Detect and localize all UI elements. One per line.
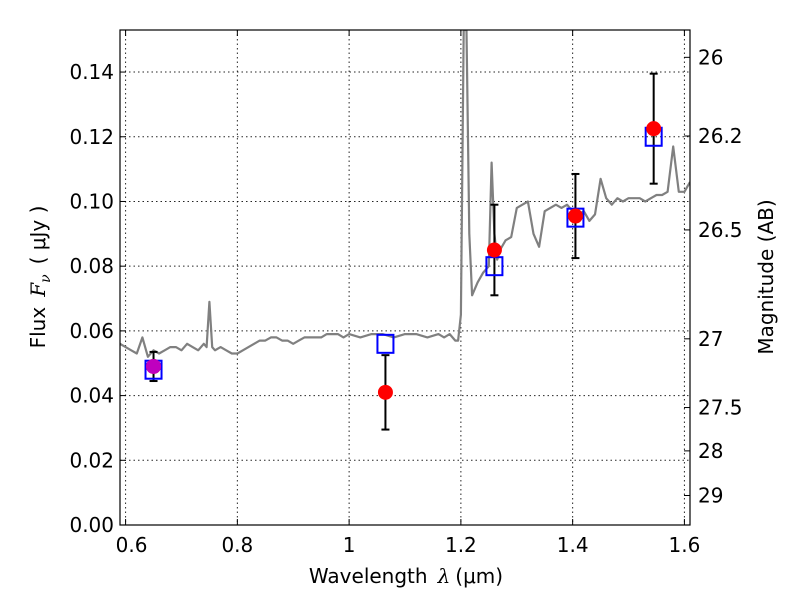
y-axis-ticks: 0.00 0.02 0.04 0.06 0.08 0.10 0.12 0.14 — [69, 60, 126, 537]
highlight-point — [146, 358, 162, 374]
x-axis-ticks: 0.8 1 1.2 1.4 1.6 0.6 — [116, 30, 701, 557]
y2-tick-label: 26.2 — [698, 124, 743, 148]
spectrum-layer — [120, 30, 690, 358]
observed-point — [486, 242, 502, 258]
observed-point — [377, 384, 393, 400]
y-tick-label: 0.12 — [69, 125, 114, 149]
y2-tick-label: 26.5 — [698, 218, 743, 242]
y2-tick-label: 28 — [698, 439, 723, 463]
x-tick-label: 0.6 — [116, 533, 148, 557]
y2-tick-label: 29 — [698, 483, 723, 507]
errorbar-layer — [149, 72, 658, 431]
model-square-marker — [376, 333, 395, 354]
x-tick-label: 1 — [343, 533, 356, 557]
y-tick-label: 0.14 — [69, 60, 114, 84]
observed-point — [567, 208, 583, 224]
y2-tick-label: 27.5 — [698, 396, 743, 420]
model-square-layer — [144, 126, 663, 380]
y-tick-label: 0.08 — [69, 254, 114, 278]
x-axis-label: Wavelength λ (μm) — [309, 564, 503, 588]
y-tick-label: 0.02 — [69, 448, 114, 472]
observed-point-layer — [146, 121, 662, 400]
spectrum-line — [120, 30, 690, 358]
x-tick-label: 0.8 — [221, 533, 253, 557]
observed-point — [646, 121, 662, 137]
y2-axis-ticks: 26 26.2 26.5 27 27.5 28 29 — [684, 45, 743, 507]
y-tick-label: 0.04 — [69, 384, 114, 408]
y2-tick-label: 27 — [698, 327, 723, 351]
y-tick-label: 0.00 — [69, 513, 114, 537]
y-tick-label: 0.06 — [69, 319, 114, 343]
x-tick-label: 1.2 — [445, 533, 477, 557]
grid — [120, 30, 690, 526]
y-axis-label: FluxFν( μJy ) — [26, 206, 54, 349]
y2-axis-label: Magnitude (AB) — [754, 199, 778, 354]
y2-tick-label: 26 — [698, 45, 723, 69]
x-tick-label: 1.6 — [669, 533, 701, 557]
plot-frame — [119, 29, 691, 526]
x-tick-label: 1.4 — [557, 533, 589, 557]
y-tick-label: 0.10 — [69, 189, 114, 213]
